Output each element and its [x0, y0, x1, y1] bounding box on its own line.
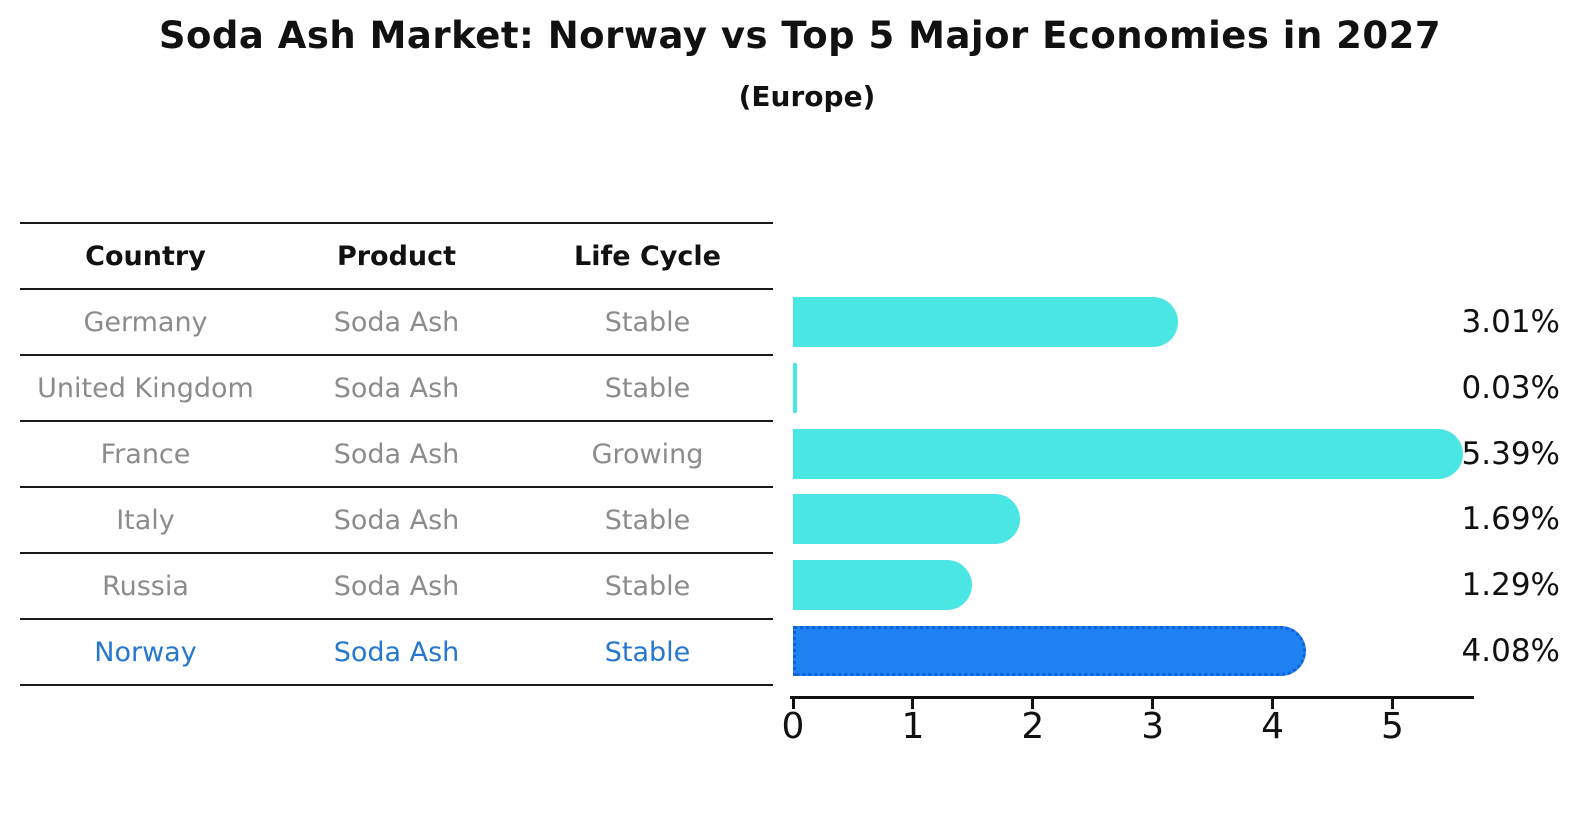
bar-united-kingdom [793, 363, 797, 413]
product-cell: Soda Ash [333, 636, 460, 668]
bar-france [793, 429, 1464, 479]
x-axis-tick-label: 2 [1021, 706, 1045, 747]
value-label: 5.39% [1461, 436, 1560, 472]
life-cycle-cell: Stable [604, 372, 691, 404]
x-axis-tick-label: 4 [1261, 706, 1285, 747]
life-cycle-cell: Stable [604, 636, 691, 668]
table-row-italy: Italy Soda Ash Stable [20, 488, 773, 554]
table-row-russia: Russia Soda Ash Stable [20, 554, 773, 620]
value-label: 3.01% [1461, 304, 1560, 340]
page-subtitle: (Europe) [738, 80, 876, 113]
country-cell: Russia [102, 570, 189, 602]
bar-italy [793, 494, 1020, 544]
table-header-product: Product [336, 240, 457, 272]
value-label: 0.03% [1461, 370, 1560, 406]
life-cycle-cell: Growing [591, 438, 704, 470]
table-header-row: Country Product Life Cycle [20, 222, 773, 290]
table-row-norway: Norway Soda Ash Stable [20, 620, 773, 686]
value-label: 1.29% [1461, 567, 1560, 603]
x-axis-tick [911, 699, 915, 709]
x-axis-tick-label: 0 [781, 706, 805, 747]
value-label: 1.69% [1461, 501, 1560, 537]
country-cell: Norway [94, 636, 197, 668]
page-title: Soda Ash Market: Norway vs Top 5 Major E… [158, 14, 1442, 57]
product-cell: Soda Ash [333, 504, 460, 536]
country-cell: United Kingdom [37, 372, 254, 404]
table-row-germany: Germany Soda Ash Stable [20, 290, 773, 356]
x-axis-tick-label: 3 [1141, 706, 1165, 747]
bar-germany [793, 297, 1178, 347]
product-cell: Soda Ash [333, 438, 460, 470]
x-axis-line [790, 696, 1474, 699]
country-cell: France [100, 438, 191, 470]
table-row-united-kingdom: United Kingdom Soda Ash Stable [20, 356, 773, 422]
table-header-country: Country [85, 240, 206, 272]
product-cell: Soda Ash [333, 570, 460, 602]
country-cell: Germany [83, 306, 208, 338]
x-axis-tick [1151, 699, 1155, 709]
x-axis-tick [1031, 699, 1035, 709]
life-cycle-cell: Stable [604, 306, 691, 338]
x-axis-tick-label: 5 [1381, 706, 1404, 747]
x-axis-tick-label: 1 [901, 706, 925, 747]
x-axis-tick [1271, 699, 1275, 709]
table-row-france: France Soda Ash Growing [20, 422, 773, 488]
product-cell: Soda Ash [333, 306, 460, 338]
country-cell: Italy [116, 504, 175, 536]
table-header-life-cycle: Life Cycle [574, 240, 721, 272]
product-cell: Soda Ash [333, 372, 460, 404]
value-label: 4.08% [1461, 633, 1560, 669]
x-axis-tick [791, 699, 795, 709]
life-cycle-cell: Stable [604, 504, 691, 536]
bar-russia [793, 560, 972, 610]
life-cycle-cell: Stable [604, 570, 691, 602]
x-axis-tick [1390, 699, 1394, 709]
comparison-table: Country Product Life Cycle Germany Soda … [20, 222, 773, 686]
bar-norway [793, 626, 1307, 676]
